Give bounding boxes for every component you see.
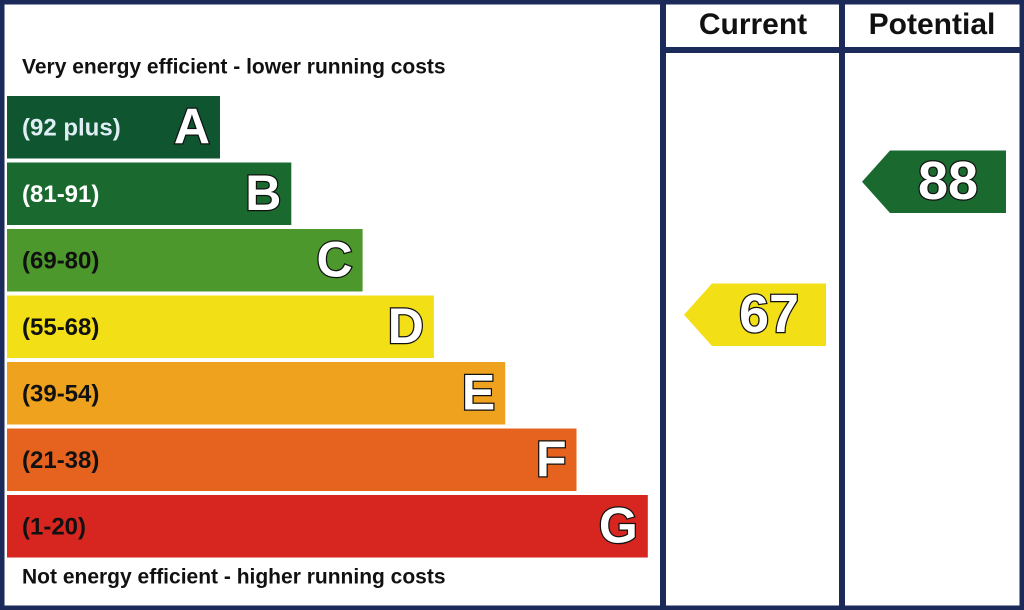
band-letter: E: [462, 364, 495, 420]
band-range: (39-54): [22, 381, 99, 408]
band-range: (21-38): [22, 447, 99, 474]
band-letter: B: [245, 165, 281, 221]
bottom-label: Not energy efficient - higher running co…: [22, 566, 446, 589]
column-header: Current: [699, 8, 807, 41]
top-label: Very energy efficient - lower running co…: [22, 56, 446, 79]
band-bar: [7, 428, 577, 491]
band-range: (1-20): [22, 514, 86, 541]
band-letter: C: [316, 231, 352, 287]
band-letter: F: [536, 431, 567, 487]
band-bar: [7, 362, 506, 425]
band-range: (55-68): [22, 314, 99, 341]
rating-value: 88: [918, 151, 978, 211]
band-bar: [7, 96, 220, 159]
band-bar: [7, 295, 434, 358]
band-bar: [7, 229, 363, 292]
column-header: Potential: [869, 8, 996, 41]
band-range: (69-80): [22, 248, 99, 275]
rating-arrow: [684, 283, 826, 346]
rating-arrow: [862, 150, 1006, 213]
band-bar: [7, 495, 648, 558]
band-range: (81-91): [22, 181, 99, 208]
band-letter: A: [174, 98, 210, 154]
band-range: (92 plus): [22, 115, 121, 142]
band-bar: [7, 162, 292, 225]
rating-value: 67: [739, 284, 799, 344]
band-letter: D: [388, 298, 424, 354]
band-letter: G: [599, 497, 638, 553]
